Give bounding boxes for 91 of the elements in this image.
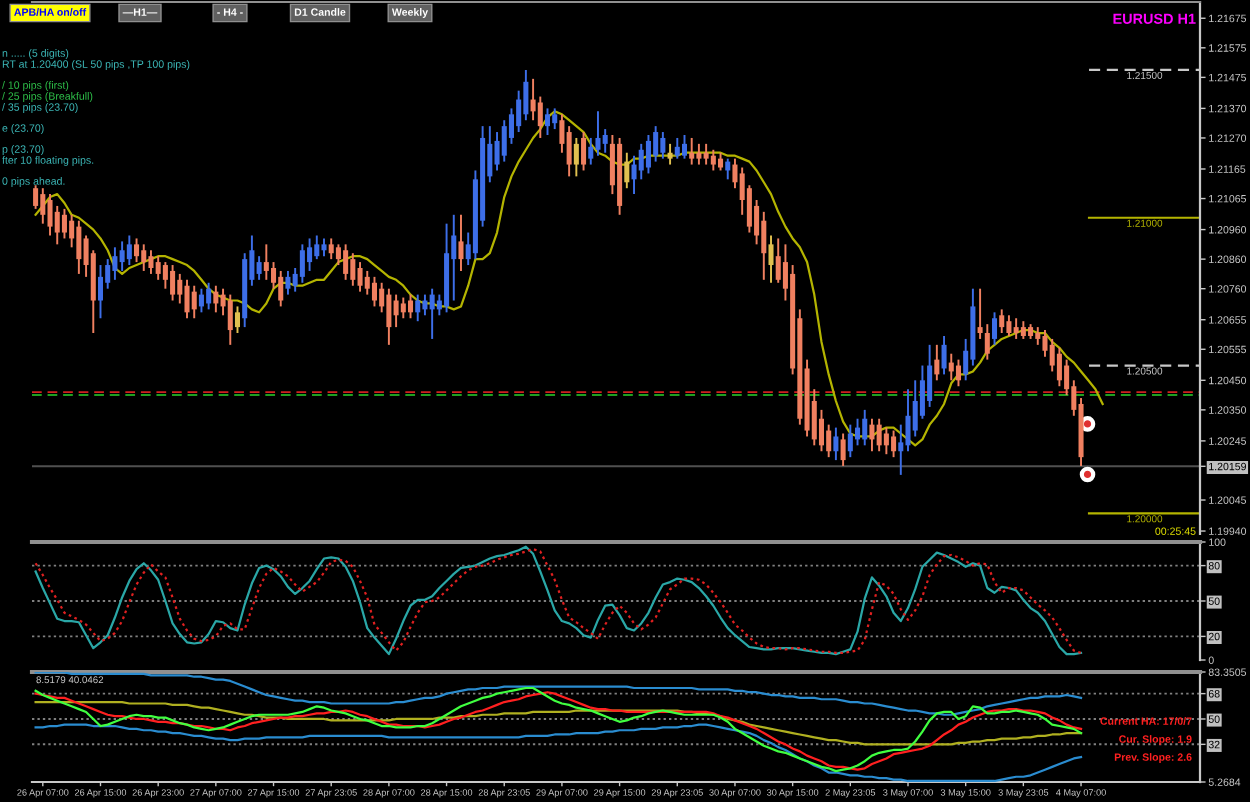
candlestick <box>458 213 464 272</box>
candlestick <box>47 193 53 237</box>
candlestick <box>984 323 990 361</box>
candlestick <box>898 423 904 476</box>
candlestick <box>638 142 644 181</box>
candlestick <box>955 358 961 388</box>
candlestick <box>40 187 46 225</box>
candlestick <box>119 240 125 272</box>
candlestick <box>927 343 933 408</box>
candlestick <box>595 110 601 157</box>
candlestick <box>1013 317 1019 340</box>
candlestick <box>184 278 190 320</box>
candlestick <box>227 293 233 346</box>
candlestick <box>869 417 875 453</box>
candlestick <box>581 131 587 172</box>
candlestick <box>357 261 363 293</box>
candlestick <box>299 243 305 284</box>
candlestick <box>335 243 341 267</box>
candlestick <box>934 343 940 382</box>
candlestick <box>97 264 104 320</box>
candlestick <box>818 408 824 453</box>
candlestick <box>54 204 60 246</box>
candlestick <box>429 287 435 340</box>
candlestick <box>876 417 882 453</box>
candlestick <box>862 408 868 447</box>
candlestick <box>393 293 399 329</box>
candlestick <box>408 293 414 320</box>
candlestick <box>148 249 154 275</box>
candlestick <box>33 184 39 210</box>
candlestick <box>198 287 204 314</box>
candlestick <box>516 89 522 134</box>
candlestick <box>653 125 659 163</box>
candlestick <box>602 128 608 154</box>
line-series <box>34 723 1083 782</box>
candlestick <box>645 134 651 175</box>
candlestick <box>76 219 82 275</box>
candlestick <box>710 148 716 172</box>
candlestick <box>588 136 594 166</box>
candlestick <box>826 423 832 459</box>
candlestick <box>386 287 392 346</box>
candlestick <box>696 142 702 166</box>
candlestick <box>141 243 147 272</box>
candlestick <box>573 136 579 178</box>
candlestick <box>999 308 1005 334</box>
candlestick <box>624 151 630 190</box>
candlestick <box>134 237 140 264</box>
candlestick <box>992 311 998 346</box>
candlestick <box>400 296 406 320</box>
candlestick <box>162 261 168 290</box>
candlestick <box>544 107 551 136</box>
candlestick <box>941 335 947 376</box>
candlestick <box>883 426 889 456</box>
candlestick <box>552 107 558 131</box>
candlestick <box>667 142 673 166</box>
candlestick <box>1056 346 1062 388</box>
candlestick <box>234 305 240 334</box>
candlestick <box>891 429 897 459</box>
candlestick <box>328 237 334 261</box>
candlestick <box>660 131 666 160</box>
candlestick <box>689 136 695 166</box>
candlestick <box>263 243 269 281</box>
candlestick <box>703 142 709 166</box>
candlestick <box>833 426 839 462</box>
candlestick <box>840 432 846 467</box>
candlestick <box>371 275 377 308</box>
candlestick <box>768 234 774 284</box>
candlestick <box>674 136 680 160</box>
candlestick <box>847 423 853 459</box>
candlestick <box>537 95 543 139</box>
candlestick <box>126 234 132 267</box>
candlestick <box>415 293 421 323</box>
candlestick <box>155 255 161 281</box>
candlestick <box>256 255 262 281</box>
candlestick <box>170 264 176 302</box>
line-series <box>34 700 1083 746</box>
candlestick <box>350 252 356 287</box>
candlestick <box>61 207 67 240</box>
line-series <box>34 672 1083 716</box>
candlestick <box>343 243 349 281</box>
candlestick <box>307 237 313 272</box>
candlestick <box>206 281 212 311</box>
candlestick <box>1006 314 1012 337</box>
candlestick <box>285 269 291 296</box>
candlestick <box>213 284 219 314</box>
candlestick <box>112 246 118 281</box>
candlestick <box>177 272 183 305</box>
candlestick <box>566 125 572 178</box>
candlestick <box>278 269 284 308</box>
candlestick <box>191 284 197 320</box>
candlestick <box>855 417 861 447</box>
candlestick <box>681 134 688 160</box>
